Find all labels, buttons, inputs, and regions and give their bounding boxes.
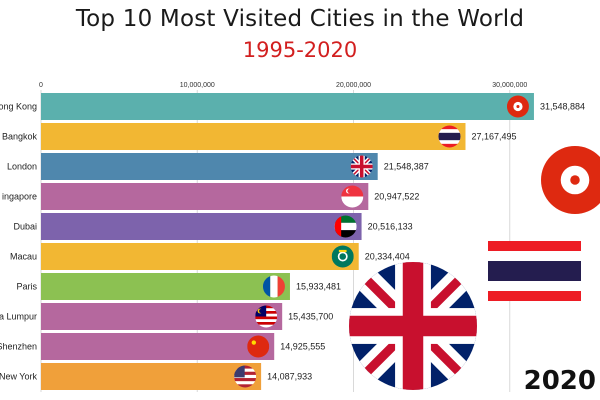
- flag-stripe: [488, 271, 581, 281]
- macau-flag-icon: [331, 245, 354, 268]
- x-tick-label: 30,000,000: [492, 82, 527, 89]
- value-label: 20,334,404: [365, 252, 410, 262]
- large-hong-kong-flag-icon: [541, 146, 600, 214]
- value-label: 15,435,700: [288, 312, 333, 322]
- bars-layer: ong Kong 31,548,884 Bangkok 27,167,495 Londo…: [0, 93, 585, 390]
- category-label: ingapore: [2, 192, 37, 202]
- france-flag-icon: [262, 275, 285, 298]
- year-label: 2020: [523, 366, 596, 396]
- bar: [41, 213, 362, 240]
- value-label: 21,548,387: [384, 162, 429, 172]
- bar-row: ingapore 20,947,522: [2, 183, 419, 210]
- bar: [41, 183, 369, 210]
- x-tick-label: 10,000,000: [180, 82, 215, 89]
- value-label: 20,516,133: [368, 222, 413, 232]
- bar: [41, 273, 290, 300]
- large-united-kingdom-flag-icon: [349, 262, 477, 390]
- flag-stripe: [488, 241, 581, 251]
- chart-subtitle: 1995-2020: [242, 38, 358, 62]
- x-tick-label: 20,000,000: [336, 82, 371, 89]
- large-thailand-flag-icon: [488, 241, 581, 301]
- bar-row: Dubai 20,516,133: [13, 213, 413, 240]
- china-flag-icon: [247, 335, 270, 358]
- bar: [41, 243, 359, 270]
- category-label: New York: [0, 372, 37, 382]
- decoration-layer: [349, 146, 600, 390]
- category-label: Paris: [16, 282, 37, 292]
- thailand-flag-icon: [438, 125, 461, 148]
- category-label: London: [7, 162, 37, 172]
- bar-row: Bangkok 27,167,495: [2, 123, 517, 150]
- flag-stripe: [488, 281, 581, 291]
- value-label: 15,933,481: [296, 282, 341, 292]
- bar-row: Paris 15,933,481: [16, 273, 341, 300]
- x-tick-label: 0: [39, 82, 43, 89]
- category-label: Dubai: [13, 222, 37, 232]
- bar: [41, 303, 283, 330]
- bar-row: a Lumpur 15,435,700: [0, 303, 333, 330]
- bar-row: Macau 20,334,404: [10, 243, 410, 270]
- category-label: Macau: [10, 252, 37, 262]
- flag-stripe: [488, 291, 581, 301]
- flag-stripe: [488, 261, 581, 271]
- usa-flag-icon: [234, 365, 257, 388]
- hong-kong-flag-icon: [506, 95, 529, 118]
- uae-flag-icon: [334, 215, 357, 238]
- bar: [41, 123, 466, 150]
- flag-stripe: [488, 251, 581, 261]
- singapore-flag-icon: [341, 185, 364, 208]
- value-label: 31,548,884: [540, 102, 585, 112]
- value-label: 14,925,555: [280, 342, 325, 352]
- bar: [41, 153, 378, 180]
- category-label: ong Kong: [0, 102, 37, 112]
- value-label: 20,947,522: [374, 192, 419, 202]
- bar-row: London 21,548,387: [7, 153, 429, 180]
- bar-row: New York 14,087,933: [0, 363, 312, 390]
- category-label: Bangkok: [2, 132, 38, 142]
- bar: [41, 333, 275, 360]
- malaysia-flag-icon: [255, 305, 278, 328]
- value-label: 27,167,495: [471, 132, 516, 142]
- united-kingdom-flag-icon: [350, 155, 373, 178]
- category-label: Shenzhen: [0, 342, 37, 352]
- bar-row: ong Kong 31,548,884: [0, 93, 585, 120]
- chart-title: Top 10 Most Visited Cities in the World: [75, 6, 525, 32]
- category-label: a Lumpur: [0, 312, 37, 322]
- value-label: 14,087,933: [267, 372, 312, 382]
- bar-row: Shenzhen 14,925,555: [0, 333, 325, 360]
- bar: [41, 363, 262, 390]
- bar: [41, 93, 534, 120]
